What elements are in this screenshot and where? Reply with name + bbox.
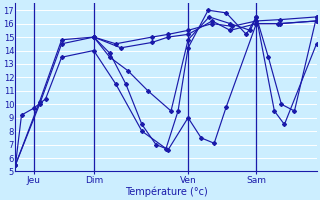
X-axis label: Température (°c): Température (°c) bbox=[124, 186, 207, 197]
